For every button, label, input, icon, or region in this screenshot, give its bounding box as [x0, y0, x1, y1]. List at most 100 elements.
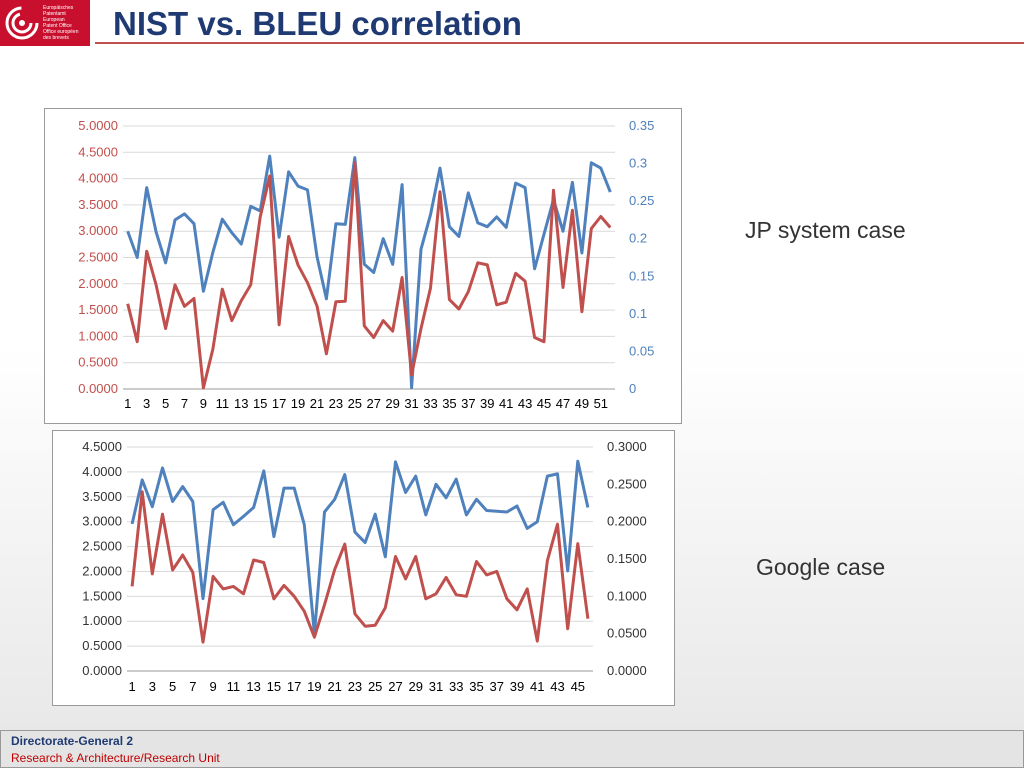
logo-line: Office européen [43, 29, 79, 35]
x-tick-label: 17 [287, 679, 301, 694]
y-right-tick-label: 0.05 [629, 343, 654, 358]
title-underline [95, 42, 1024, 44]
x-tick-label: 5 [169, 679, 176, 694]
x-tick-label: 49 [575, 396, 589, 411]
x-tick-label: 41 [499, 396, 513, 411]
y-left-tick-label: 2.5000 [78, 250, 118, 265]
x-tick-label: 37 [490, 679, 504, 694]
y-left-tick-label: 4.5000 [78, 144, 118, 159]
x-tick-label: 25 [348, 396, 362, 411]
logo-text: Europäisches Patentamt European Patent O… [43, 5, 79, 41]
y-right-tick-label: 0.2 [629, 231, 647, 246]
y-right-tick-label: 0.1 [629, 306, 647, 321]
y-right-tick-label: 0.3000 [607, 439, 647, 454]
bleu-series-line [130, 459, 590, 636]
y-left-tick-label: 5.0000 [78, 118, 118, 133]
y-left-tick-label: 1.5000 [82, 588, 122, 603]
x-tick-label: 35 [469, 679, 483, 694]
x-tick-label: 39 [510, 679, 524, 694]
x-tick-label: 27 [366, 396, 380, 411]
y-left-tick-label: 1.0000 [82, 613, 122, 628]
jp-case-label: JP system case [745, 217, 906, 243]
x-tick-label: 27 [388, 679, 402, 694]
x-tick-label: 17 [272, 396, 286, 411]
spiral-logo-icon [5, 6, 39, 40]
x-tick-label: 33 [449, 679, 463, 694]
y-left-tick-label: 1.5000 [78, 302, 118, 317]
nist-series-line [126, 161, 612, 390]
y-left-tick-label: 4.5000 [82, 439, 122, 454]
x-tick-label: 13 [246, 679, 260, 694]
x-tick-label: 41 [530, 679, 544, 694]
x-tick-label: 31 [429, 679, 443, 694]
y-right-tick-label: 0.0500 [607, 626, 647, 641]
x-tick-label: 19 [291, 396, 305, 411]
x-tick-label: 11 [216, 396, 230, 411]
y-right-tick-label: 0.0000 [607, 663, 647, 678]
y-right-tick-label: 0.1500 [607, 551, 647, 566]
x-tick-label: 51 [594, 396, 608, 411]
x-tick-label: 21 [310, 396, 324, 411]
footer-department: Directorate-General 2 [11, 734, 134, 748]
y-left-tick-label: 2.0000 [82, 563, 122, 578]
y-right-tick-label: 0.2000 [607, 514, 647, 529]
y-left-tick-label: 3.0000 [78, 223, 118, 238]
y-left-tick-label: 0.5000 [78, 355, 118, 370]
footer: Directorate-General 2 Research & Archite… [0, 730, 1024, 768]
x-tick-label: 29 [408, 679, 422, 694]
x-tick-label: 1 [124, 396, 131, 411]
y-left-tick-label: 4.0000 [82, 464, 122, 479]
y-left-tick-label: 0.0000 [82, 663, 122, 678]
x-tick-label: 35 [442, 396, 456, 411]
x-tick-label: 45 [571, 679, 585, 694]
epo-logo: Europäisches Patentamt European Patent O… [0, 0, 90, 46]
jp-system-chart: 0.0000 0.5000 1.0000 1.5000 2.0000 2.5000 3.00… [78, 118, 654, 411]
x-tick-label: 15 [267, 679, 281, 694]
x-tick-label: 19 [307, 679, 321, 694]
bleu-series-line [126, 154, 612, 389]
x-tick-label: 39 [480, 396, 494, 411]
y-left-tick-label: 3.0000 [82, 514, 122, 529]
y-right-tick-label: 0.1000 [607, 588, 647, 603]
logo-line: des brevets [43, 35, 69, 41]
x-tick-label: 5 [162, 396, 169, 411]
x-tick-label: 43 [550, 679, 564, 694]
x-tick-label: 25 [368, 679, 382, 694]
x-tick-label: 13 [234, 396, 248, 411]
x-tick-label: 3 [143, 396, 150, 411]
y-right-tick-label: 0.35 [629, 118, 654, 133]
logo-line: Patent Office [43, 23, 72, 29]
y-left-tick-label: 2.0000 [78, 276, 118, 291]
y-left-tick-label: 4.0000 [78, 171, 118, 186]
x-tick-label: 45 [537, 396, 551, 411]
x-tick-label: 31 [404, 396, 418, 411]
y-right-tick-label: 0.3 [629, 156, 647, 171]
google-chart: 0.0000 0.5000 1.0000 1.5000 2.0000 2.5000 3.00… [82, 439, 647, 694]
x-tick-label: 33 [423, 396, 437, 411]
x-tick-label: 37 [461, 396, 475, 411]
x-tick-label: 3 [149, 679, 156, 694]
logo-line: European [43, 17, 65, 23]
x-tick-label: 21 [327, 679, 341, 694]
footer-unit: Research & Architecture/Research Unit [11, 751, 220, 765]
y-left-tick-label: 1.0000 [78, 328, 118, 343]
x-tick-label: 9 [209, 679, 216, 694]
y-left-tick-label: 3.5000 [82, 489, 122, 504]
x-tick-label: 15 [253, 396, 267, 411]
x-tick-label: 7 [189, 679, 196, 694]
x-tick-label: 11 [227, 679, 241, 694]
x-tick-label: 47 [556, 396, 570, 411]
logo-line: Patentamt [43, 11, 66, 17]
x-tick-label: 1 [128, 679, 135, 694]
x-tick-label: 9 [200, 396, 207, 411]
nist-series-line [130, 490, 590, 644]
y-left-tick-label: 0.0000 [78, 381, 118, 396]
y-right-tick-label: 0.25 [629, 193, 654, 208]
x-tick-label: 23 [348, 679, 362, 694]
logo-line: Europäisches [43, 5, 74, 11]
y-left-tick-label: 3.5000 [78, 197, 118, 212]
y-right-tick-label: 0 [629, 381, 636, 396]
google-chart-frame: 0.0000 0.5000 1.0000 1.5000 2.0000 2.5000 3.00… [52, 430, 675, 706]
x-tick-label: 23 [329, 396, 343, 411]
jp-chart-frame: 0.0000 0.5000 1.0000 1.5000 2.0000 2.5000 3.00… [44, 108, 682, 424]
